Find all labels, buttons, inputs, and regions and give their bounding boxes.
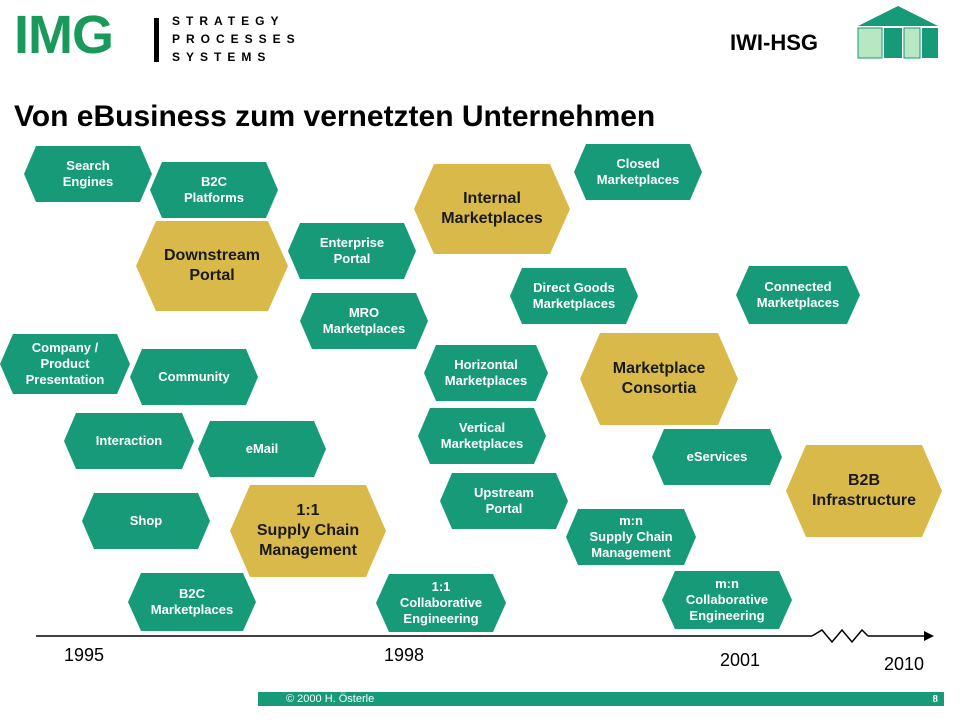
node-label: Community	[158, 368, 230, 384]
footer-bar: © 2000 H. Österle 8	[258, 692, 944, 706]
node-label: Horizontal Marketplaces	[444, 356, 528, 388]
node-b2c-marketplaces: B2C Marketplaces	[128, 573, 256, 631]
node-label: MRO Marketplaces	[322, 304, 406, 336]
node-label: Internal Marketplaces	[441, 190, 543, 227]
house-logo-icon	[857, 6, 938, 59]
node-label: Connected Marketplaces	[756, 278, 840, 310]
node-label: Search Engines	[62, 157, 114, 189]
node-b2b-infrastructure: B2B Infrastructure	[786, 445, 942, 537]
page-number: 8	[932, 693, 939, 705]
node-label: Marketplace Consortia	[612, 360, 706, 397]
copyright-text: © 2000 H. Österle	[286, 693, 375, 705]
node-search-engines: Search Engines	[24, 146, 152, 202]
node-label: Downstream Portal	[163, 247, 261, 284]
logo-divider	[154, 18, 159, 62]
node-label: 1:1 Collaborative Engineering	[399, 578, 483, 627]
logo-line-systems: SYSTEMS	[172, 50, 272, 64]
node-1to1-collaborative-engineering: 1:1 Collaborative Engineering	[376, 574, 506, 632]
node-marketplace-consortia: Marketplace Consortia	[580, 333, 738, 425]
year-1995: 1995	[64, 645, 105, 665]
node-1to1-supply-chain-management: 1:1 Supply Chain Management	[230, 485, 386, 577]
node-closed-marketplaces: Closed Marketplaces	[574, 144, 702, 200]
node-shop: Shop	[82, 493, 210, 549]
logo-line-processes: PROCESSES	[172, 32, 301, 46]
year-2001: 2001	[720, 650, 761, 670]
node-label: Closed Marketplaces	[596, 155, 680, 187]
year-1998: 1998	[384, 645, 425, 665]
node-label: Enterprise Portal	[319, 234, 385, 266]
node-upstream-portal: Upstream Portal	[440, 473, 568, 529]
node-label: B2B Infrastructure	[811, 472, 917, 509]
node-label: m:n Supply Chain Management	[589, 512, 673, 561]
node-label: Shop	[129, 512, 163, 528]
node-mro-marketplaces: MRO Marketplaces	[300, 293, 428, 349]
timeline-arrow-icon	[924, 631, 934, 641]
node-company-product-presentation: Company / Product Presentation	[0, 334, 130, 394]
node-label: eServices	[686, 448, 748, 464]
institute-label: IWI-HSG	[730, 30, 818, 55]
node-b2c-platforms: B2C Platforms	[150, 162, 278, 218]
node-label: Upstream Portal	[474, 484, 534, 516]
node-direct-goods-marketplaces: Direct Goods Marketplaces	[510, 268, 638, 324]
node-downstream-portal: Downstream Portal	[136, 221, 288, 311]
node-horizontal-marketplaces: Horizontal Marketplaces	[424, 345, 548, 401]
node-label: B2C Platforms	[184, 173, 244, 205]
node-label: Interaction	[95, 432, 163, 448]
node-internal-marketplaces: Internal Marketplaces	[414, 164, 570, 254]
node-mn-collaborative-engineering: m:n Collaborative Engineering	[662, 571, 792, 629]
node-label: m:n Collaborative Engineering	[685, 575, 769, 624]
logo-letters: IMG	[14, 5, 114, 65]
node-label: Direct Goods Marketplaces	[532, 279, 616, 311]
node-label: Vertical Marketplaces	[440, 419, 524, 451]
logo-line-strategy: STRATEGY	[172, 14, 285, 28]
node-community: Community	[130, 349, 258, 405]
node-email: eMail	[198, 421, 326, 477]
node-interaction: Interaction	[64, 413, 194, 469]
node-label: eMail	[245, 440, 279, 456]
page-title: Von eBusiness zum vernetzten Unternehmen	[14, 100, 656, 133]
node-label: B2C Marketplaces	[150, 585, 234, 617]
node-eservices: eServices	[652, 429, 782, 485]
node-label: Company / Product Presentation	[25, 339, 105, 388]
node-mn-supply-chain-management: m:n Supply Chain Management	[566, 509, 696, 565]
node-label: 1:1 Supply Chain Management	[256, 502, 360, 559]
node-connected-marketplaces: Connected Marketplaces	[736, 266, 860, 324]
node-enterprise-portal: Enterprise Portal	[288, 223, 416, 279]
year-2010: 2010	[884, 654, 925, 674]
node-vertical-marketplaces: Vertical Marketplaces	[418, 408, 546, 464]
